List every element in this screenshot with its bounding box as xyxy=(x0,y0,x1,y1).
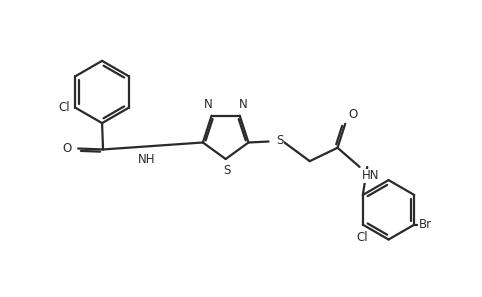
Text: O: O xyxy=(62,142,71,155)
Text: Cl: Cl xyxy=(356,231,368,244)
Text: S: S xyxy=(276,134,283,147)
Text: S: S xyxy=(223,164,230,177)
Text: HN: HN xyxy=(362,169,379,182)
Text: O: O xyxy=(348,108,357,121)
Text: NH: NH xyxy=(138,153,156,166)
Text: Cl: Cl xyxy=(59,101,70,114)
Text: N: N xyxy=(239,98,248,111)
Text: Br: Br xyxy=(419,218,432,231)
Text: N: N xyxy=(203,98,212,111)
